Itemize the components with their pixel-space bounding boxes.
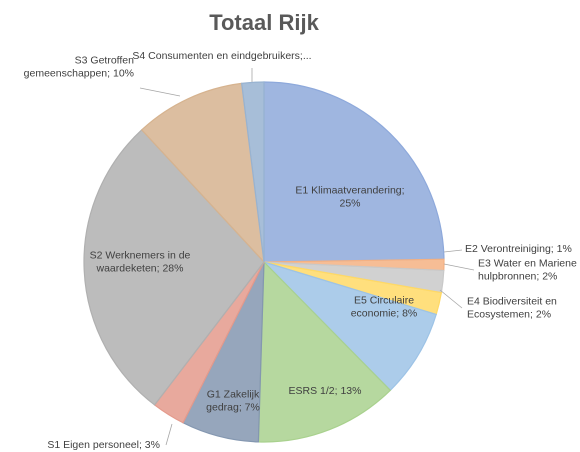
pie-slice: [264, 82, 444, 262]
pie-slice: [83, 129, 265, 405]
slice-label-line: 25%: [339, 198, 360, 210]
pie-slices: [83, 81, 445, 443]
slice-label: E1 Klimaatverandering; 25%: [295, 185, 404, 210]
pie-slice-edge: [140, 82, 265, 264]
slice-label: E3 Water en Mariene hulpbronnen; 2%: [478, 258, 577, 283]
slice-label-line: waardeketen; 28%: [96, 263, 184, 275]
slice-label: E5 Circulaire economie; 8%: [351, 295, 418, 320]
slice-label-line: Ecosystemen; 2%: [467, 309, 551, 321]
slice-label-line: S4 Consumenten en eindgebruikers;...: [132, 50, 311, 62]
slice-label: S4 Consumenten en eindgebruikers;...: [132, 50, 311, 62]
pie-slice: [258, 262, 391, 442]
slice-label-line: E3 Water en Mariene: [478, 258, 577, 270]
slice-label-line: S1 Eigen personeel; 3%: [47, 439, 160, 451]
slice-label-line: ESRS 1/2; 13%: [289, 385, 362, 397]
slice-label-line: gedrag; 7%: [206, 402, 260, 414]
slice-label-line: E2 Verontreiniging; 1%: [465, 243, 572, 255]
pie-slice-edge: [83, 129, 265, 406]
slice-label-line: economie; 8%: [351, 308, 418, 320]
slice-label: E4 Biodiversiteit en Ecosystemen; 2%: [467, 296, 557, 321]
pie-slice: [264, 262, 437, 391]
slice-label: S1 Eigen personeel; 3%: [47, 439, 160, 451]
label-leader-line: [439, 289, 463, 309]
label-leader-line: [443, 263, 475, 271]
pie-slice: [154, 262, 264, 423]
label-leader-line: [165, 423, 173, 446]
slice-label-line: S2 Werknemers in de: [90, 250, 191, 262]
slice-label-line: E1 Klimaatverandering;: [295, 185, 404, 197]
pie-slice: [141, 83, 264, 262]
pie-slice-edge: [263, 81, 445, 263]
pie-slice-edge: [263, 261, 437, 392]
slice-label: E2 Verontreiniging; 1%: [465, 243, 572, 255]
slice-label-line: hulpbronnen; 2%: [478, 271, 557, 283]
slice-label: S2 Werknemers in de waardeketen; 28%: [90, 250, 191, 275]
slice-label: ESRS 1/2; 13%: [289, 385, 362, 397]
slice-labels: E1 Klimaatverandering; 25% E2 Verontreinig…: [24, 50, 577, 451]
chart-title: Totaal Rijk: [209, 10, 319, 35]
slice-label-line: G1 Zakelijk: [207, 389, 260, 401]
slice-label: G1 Zakelijk gedrag; 7%: [206, 389, 260, 414]
label-leader-line: [139, 87, 181, 97]
slice-label-line: gemeenschappen; 10%: [24, 68, 134, 80]
label-leader-line: [443, 249, 463, 253]
slice-label-line: E5 Circulaire: [354, 295, 414, 307]
label-leaders: [139, 68, 475, 446]
slice-label-line: E4 Biodiversiteit en: [467, 296, 557, 308]
pie-slice: [264, 259, 445, 271]
pie-slice-edge: [240, 81, 265, 263]
pie-slice: [183, 262, 264, 442]
slice-label: S3 Getroffen gemeenschappen; 10%: [24, 55, 134, 80]
slice-label-line: S3 Getroffen: [75, 55, 135, 67]
pie-slice-edge: [257, 260, 392, 443]
